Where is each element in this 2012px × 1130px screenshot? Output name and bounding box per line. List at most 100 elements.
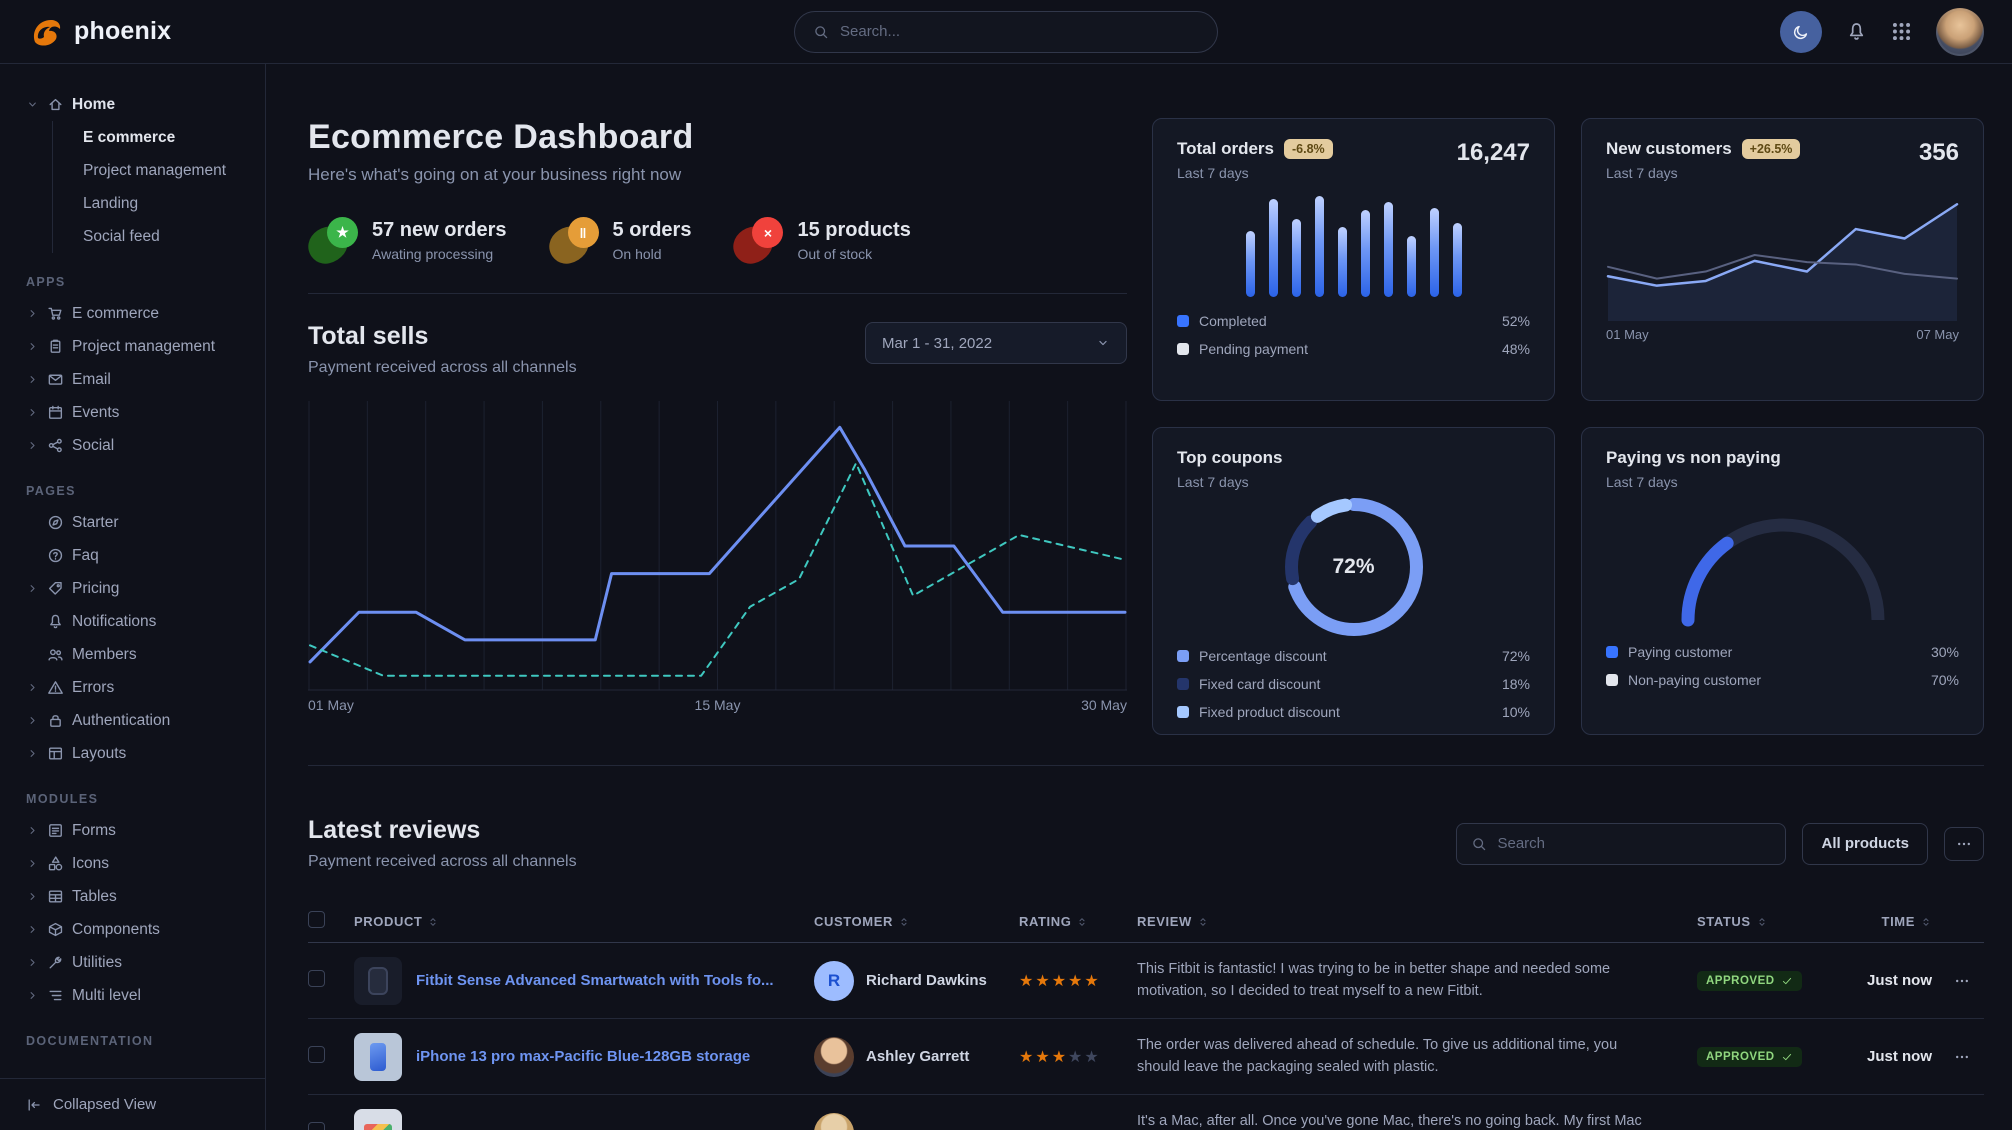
- stat-value: 57 new orders: [372, 218, 507, 241]
- sidebar-item-label: Members: [72, 645, 137, 663]
- sidebar-item-errors[interactable]: Errors: [26, 671, 253, 704]
- sidebar: Home E commerce Project management Landi…: [0, 64, 266, 1130]
- row-checkbox[interactable]: [308, 969, 325, 987]
- sidebar-item-layouts[interactable]: Layouts: [26, 737, 253, 770]
- total-orders-bar-chart: [1177, 191, 1530, 297]
- sidebar-section-title: MODULES: [26, 792, 99, 806]
- sidebar-item-pricing[interactable]: Pricing: [26, 572, 253, 605]
- sidebar-item-components[interactable]: Components: [26, 913, 253, 946]
- column-header-time[interactable]: TIME: [1832, 914, 1932, 929]
- review-text: The order was delivered ahead of schedul…: [1137, 1037, 1618, 1075]
- bar: [1452, 222, 1462, 297]
- review-row: Fitbit Sense Advanced Smartwatch with To…: [308, 943, 1984, 1019]
- sidebar-item-label: Faq: [72, 546, 99, 564]
- reviews-table-header: PRODUCT CUSTOMER RATING REVIEW STATUS: [308, 901, 1984, 943]
- column-header-status[interactable]: STATUS: [1697, 914, 1832, 929]
- product-link[interactable]: Fitbit Sense Advanced Smartwatch with To…: [416, 972, 774, 989]
- column-header-review[interactable]: REVIEW: [1137, 914, 1697, 929]
- sidebar-item-utilities[interactable]: Utilities: [26, 946, 253, 979]
- legend-label: Fixed product discount: [1199, 704, 1340, 720]
- sidebar-item-members[interactable]: Members: [26, 638, 253, 671]
- notifications-button[interactable]: [1846, 21, 1867, 42]
- reviews-more-button[interactable]: [1944, 826, 1984, 861]
- sidebar-item-landing[interactable]: Landing: [53, 187, 253, 220]
- row-checkbox[interactable]: [308, 1121, 325, 1130]
- card-period: Last 7 days: [1606, 165, 1678, 181]
- review-text: This Fitbit is fantastic! I was trying t…: [1137, 961, 1611, 999]
- sidebar-item-social[interactable]: Social: [26, 429, 253, 462]
- legend-item: Fixed product discount 10%: [1177, 702, 1530, 722]
- row-actions-button[interactable]: [1932, 1125, 1970, 1130]
- reviews-title: Latest reviews: [308, 816, 481, 844]
- legend-swatch: [1606, 674, 1618, 686]
- column-header-product[interactable]: PRODUCT: [354, 914, 814, 929]
- all-products-button[interactable]: All products: [1802, 822, 1928, 865]
- x-tick: 30 May: [1081, 697, 1127, 713]
- sidebar-item-authentication[interactable]: Authentication: [26, 704, 253, 737]
- bar: [1406, 235, 1416, 297]
- sidebar-item-e-commerce[interactable]: E commerce: [26, 297, 253, 330]
- sidebar-item-multi-level[interactable]: Multi level: [26, 979, 253, 1012]
- bar: [1245, 231, 1255, 297]
- stat-caption: Out of stock: [797, 245, 873, 262]
- brand[interactable]: phoenix: [28, 14, 171, 50]
- apps-grid-button[interactable]: [1891, 21, 1912, 42]
- reviews-search[interactable]: [1456, 822, 1787, 865]
- moon-icon: [1792, 23, 1810, 41]
- chevron-right-icon: [26, 406, 39, 419]
- navbar-search[interactable]: [794, 10, 1218, 53]
- rating-stars: ★★★★★: [1019, 1047, 1137, 1067]
- legend-label: Pending payment: [1199, 341, 1308, 357]
- column-header-customer[interactable]: CUSTOMER: [814, 914, 1019, 929]
- chevron-right-icon: [26, 373, 39, 386]
- sidebar-item-notifications[interactable]: Notifications: [26, 605, 253, 638]
- sidebar-item-tables[interactable]: Tables: [26, 880, 253, 913]
- customer-name: Ashley Garrett: [866, 1048, 970, 1065]
- row-actions-button[interactable]: [1932, 1049, 1970, 1065]
- sidebar-item-starter[interactable]: Starter: [26, 506, 253, 539]
- sidebar-item-home[interactable]: Home: [26, 88, 253, 121]
- ellipsis-icon: [1954, 1125, 1970, 1130]
- phoenix-logo-icon: [33, 19, 61, 46]
- sidebar-item-project-management[interactable]: Project management: [53, 154, 253, 187]
- reviews-search-input[interactable]: [1497, 835, 1772, 852]
- chevron-right-icon: [26, 439, 39, 452]
- collapsed-view-label: Collapsed View: [53, 1096, 157, 1113]
- sidebar-item-faq[interactable]: Faq: [26, 539, 253, 572]
- sort-icon: [1920, 916, 1932, 928]
- user-avatar[interactable]: [1936, 7, 1984, 56]
- column-header-rating[interactable]: RATING: [1019, 914, 1137, 929]
- select-all-checkbox[interactable]: [308, 910, 325, 928]
- legend-item: Fixed card discount 18%: [1177, 674, 1530, 694]
- kpi-cards-grid: Total orders -6.8% Last 7 days 16,247 Co…: [1152, 118, 1984, 735]
- reviews-toolbar: All products: [1456, 822, 1984, 865]
- sidebar-item-label: Starter: [72, 513, 119, 531]
- collapsed-view-toggle[interactable]: Collapsed View: [0, 1078, 265, 1130]
- sidebar-item-email[interactable]: Email: [26, 363, 253, 396]
- sidebar-section-title: APPS: [26, 275, 66, 289]
- row-checkbox[interactable]: [308, 1045, 325, 1063]
- check-icon: [1781, 975, 1793, 987]
- sidebar-item-forms[interactable]: Forms: [26, 814, 253, 847]
- card-total-orders: Total orders -6.8% Last 7 days 16,247 Co…: [1152, 118, 1555, 401]
- sidebar-item-label: Social feed: [83, 227, 160, 245]
- sidebar-item-project-management[interactable]: Project management: [26, 330, 253, 363]
- legend-item: Non-paying customer 70%: [1606, 670, 1959, 690]
- sort-icon: [1197, 916, 1209, 928]
- star-empty-icon: ★: [1068, 1048, 1085, 1066]
- total-orders-value: 16,247: [1456, 139, 1530, 166]
- date-range-select[interactable]: Mar 1 - 31, 2022: [865, 322, 1127, 364]
- sidebar-item-icons[interactable]: Icons: [26, 847, 253, 880]
- navbar-search-input[interactable]: [840, 23, 1199, 40]
- sidebar-item-e-commerce[interactable]: E commerce: [53, 121, 253, 154]
- row-actions-button[interactable]: [1932, 973, 1970, 989]
- paying-legend: Paying customer 30% Non-paying customer …: [1606, 642, 1959, 690]
- star-filled-icon: ★: [1068, 972, 1085, 990]
- theme-toggle-button[interactable]: [1780, 10, 1822, 53]
- product-link[interactable]: iPhone 13 pro max-Pacific Blue-128GB sto…: [416, 1048, 751, 1065]
- card-new-customers: New customers +26.5% Last 7 days 356 01 …: [1581, 118, 1984, 401]
- sidebar-item-label: Events: [72, 403, 120, 421]
- sidebar-item-label: Forms: [72, 821, 116, 839]
- sidebar-item-social-feed[interactable]: Social feed: [53, 220, 253, 253]
- sidebar-item-events[interactable]: Events: [26, 396, 253, 429]
